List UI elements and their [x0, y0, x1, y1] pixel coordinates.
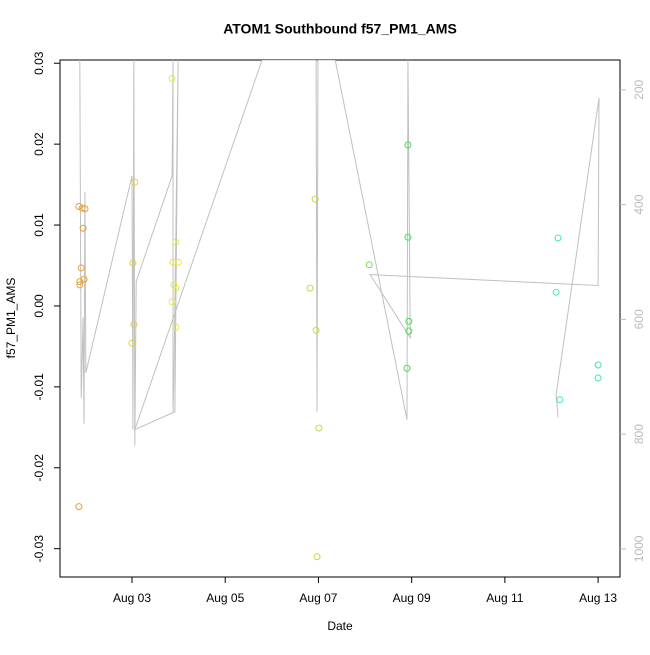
point	[77, 264, 85, 272]
x-tick-label: Aug 05	[206, 591, 244, 605]
point	[172, 284, 180, 292]
y2-tick-label: 1000	[632, 535, 646, 562]
x-tick-label: Aug 09	[393, 591, 431, 605]
y-tick-label: -0.01	[32, 373, 46, 401]
point	[80, 275, 88, 283]
point	[130, 321, 138, 329]
point	[594, 361, 602, 369]
plot-frame	[59, 59, 621, 578]
y2-tick-label: 600	[632, 309, 646, 329]
y-tick-label: 0.01	[32, 213, 46, 237]
point	[128, 339, 136, 347]
point	[315, 424, 323, 432]
point	[552, 288, 560, 296]
y-tick-label: -0.02	[32, 454, 46, 482]
point	[306, 284, 314, 292]
point	[81, 205, 89, 213]
x-tick-label: Aug 03	[113, 591, 151, 605]
y-tick-label: 0.00	[32, 294, 46, 318]
y2-tick-label: 800	[632, 424, 646, 444]
y-tick-label: 0.02	[32, 132, 46, 156]
point	[79, 224, 87, 232]
point	[556, 396, 564, 404]
point	[405, 317, 413, 325]
point	[75, 503, 83, 511]
overlay-line	[79, 60, 600, 446]
point	[404, 233, 412, 241]
point	[168, 75, 176, 83]
y-tick-label: 0.03	[32, 51, 46, 75]
x-tick-label: Aug 13	[579, 591, 617, 605]
point	[405, 327, 413, 335]
point	[365, 261, 373, 269]
y-axis-label: f57_PM1_AMS	[4, 278, 18, 359]
point	[75, 202, 83, 210]
point	[313, 553, 321, 561]
point	[403, 364, 411, 372]
point	[311, 195, 319, 203]
point	[168, 298, 176, 306]
point	[312, 326, 320, 334]
x-axis-label: Date	[327, 619, 353, 633]
y-tick-label: -0.03	[32, 535, 46, 563]
point	[76, 281, 84, 289]
point	[404, 141, 412, 149]
point	[131, 178, 139, 186]
x-tick-label: Aug 11	[486, 591, 523, 605]
point	[594, 374, 602, 382]
chart-title: ATOM1 Southbound f57_PM1_AMS	[223, 21, 457, 37]
point	[169, 258, 177, 266]
point	[174, 258, 182, 266]
point	[129, 259, 137, 267]
point	[172, 238, 180, 246]
y2-tick-label: 400	[632, 194, 646, 214]
point	[78, 204, 86, 212]
point	[554, 234, 562, 242]
point	[172, 323, 180, 331]
x-tick-label: Aug 07	[299, 591, 337, 605]
y2-tick-label: 200	[632, 80, 646, 100]
